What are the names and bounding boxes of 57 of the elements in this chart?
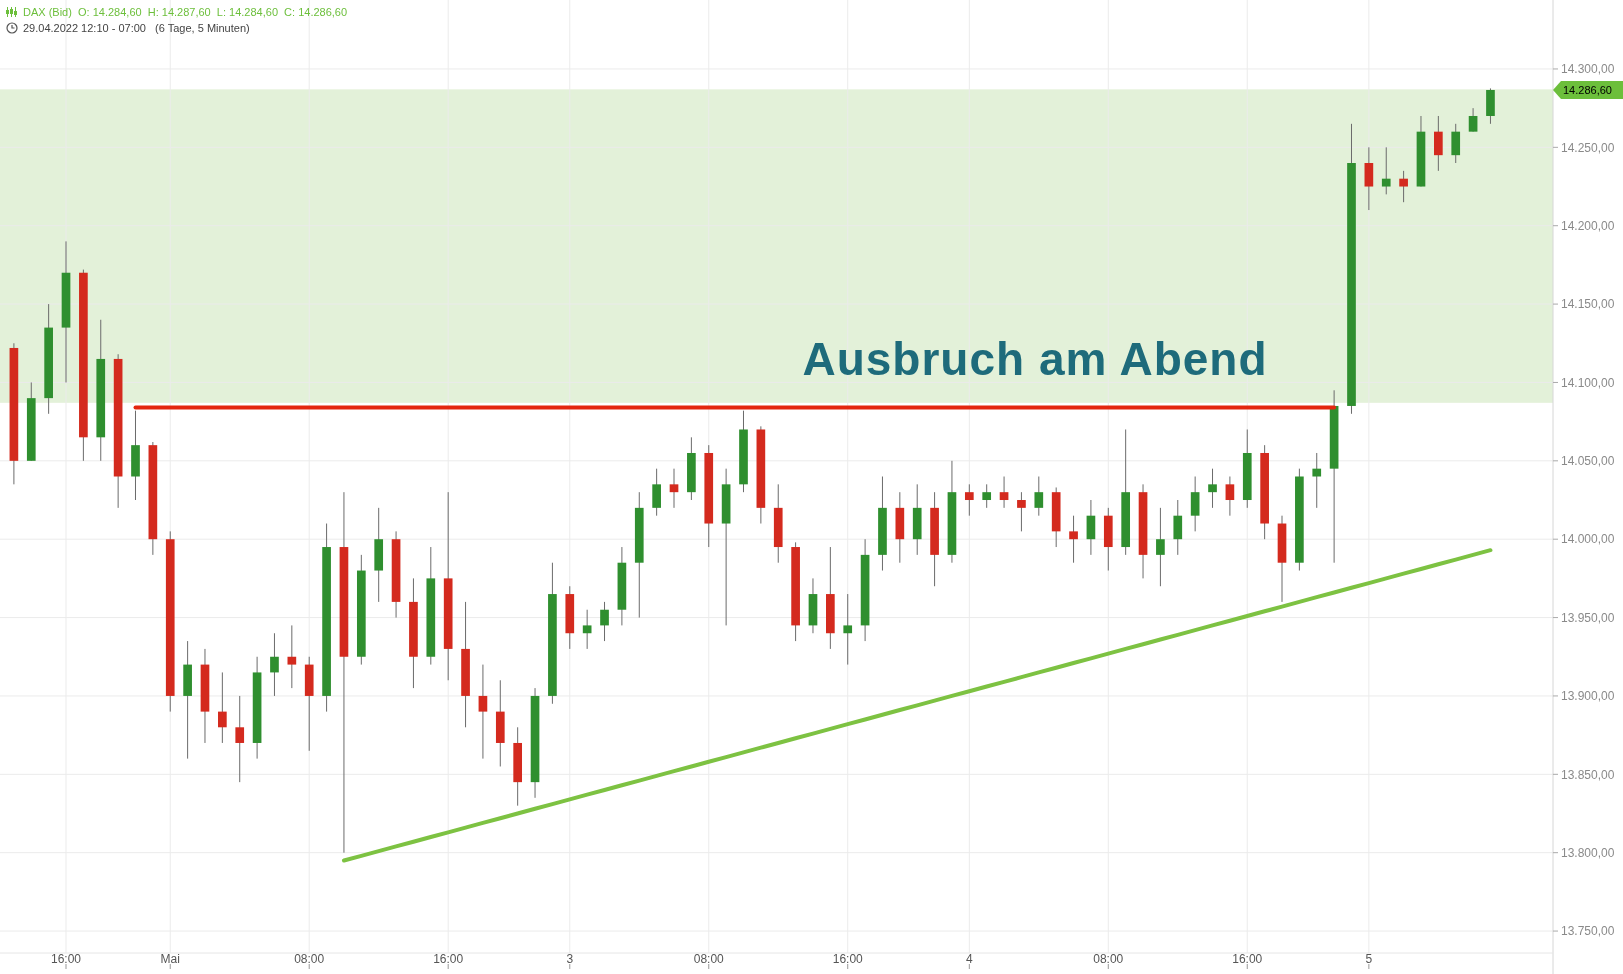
candlestick xyxy=(669,468,679,509)
x-tick-label: 08:00 xyxy=(693,952,725,966)
candlestick xyxy=(1156,507,1165,587)
candlestick xyxy=(1069,515,1078,564)
candlestick xyxy=(843,593,853,666)
y-tick-label: 14.000,00 xyxy=(1561,532,1615,547)
candlestick xyxy=(1173,499,1183,556)
y-tick-label: 13.850,00 xyxy=(1561,767,1615,782)
y-tick-label: 13.750,00 xyxy=(1561,924,1615,939)
candlestick xyxy=(1468,107,1478,133)
candlestick xyxy=(235,695,245,783)
text: DAX (Bid) O: 14.284,60 H: 14.287,60 L: 14.284,60 C: 14.286,60 xyxy=(23,6,348,18)
text: 14.286,60 xyxy=(1563,83,1612,96)
annotation: Ausbruch am Abend xyxy=(802,333,1268,385)
y-tick-label: 14.150,00 xyxy=(1561,297,1615,312)
line-series xyxy=(341,548,1493,863)
x-tick-label: 08:00 xyxy=(1093,952,1124,966)
candlestick xyxy=(1381,146,1391,195)
x-tick-label: 08:00 xyxy=(294,952,325,966)
candlestick xyxy=(582,609,592,650)
candlestick xyxy=(218,671,227,744)
candlestick xyxy=(652,468,661,517)
candlestick xyxy=(270,632,279,697)
candlestick xyxy=(1034,476,1044,517)
candlestick xyxy=(478,664,488,760)
x-tick-label: 4 xyxy=(965,952,973,966)
y-tick-label: 14.200,00 xyxy=(1561,218,1615,233)
candlestick xyxy=(999,476,1009,509)
candlestick xyxy=(1434,115,1443,172)
candlestick xyxy=(964,483,974,517)
candlestick xyxy=(1017,491,1026,532)
candlestick xyxy=(1364,146,1374,211)
candlestick xyxy=(982,483,992,509)
x-tick-label: 16:00 xyxy=(51,952,82,966)
candlestick xyxy=(1190,476,1200,532)
y-tick-label: 13.900,00 xyxy=(1561,689,1615,704)
candlestick xyxy=(1399,170,1408,203)
x-tick-label: 16:00 xyxy=(433,952,464,966)
x-tick-label: 16:00 xyxy=(832,952,864,966)
candlestick xyxy=(1208,468,1217,509)
candlestick xyxy=(1225,476,1235,517)
candlestick xyxy=(1086,499,1096,556)
y-tick-label: 13.950,00 xyxy=(1561,610,1615,625)
candlestick xyxy=(1451,123,1461,164)
x-tick-label: 16:00 xyxy=(1232,952,1263,966)
x-tick-label: Mai xyxy=(160,952,180,966)
x-tick-label: 3 xyxy=(566,952,574,966)
y-tick-label: 14.100,00 xyxy=(1561,375,1615,390)
y-tick-label: 14.300,00 xyxy=(1561,62,1615,77)
candlestick xyxy=(1312,452,1322,509)
y-tick-label: 14.250,00 xyxy=(1561,140,1615,155)
x-tick-label: 5 xyxy=(1365,952,1373,966)
y-tick-label: 13.800,00 xyxy=(1561,845,1615,860)
candlestick xyxy=(287,624,297,689)
y-tick-label: 14.050,00 xyxy=(1561,454,1615,469)
text: 29.04.2022 12:10 - 07:00 (6 Tage, 5 Minuten) xyxy=(23,22,250,34)
candlestick xyxy=(600,601,609,642)
